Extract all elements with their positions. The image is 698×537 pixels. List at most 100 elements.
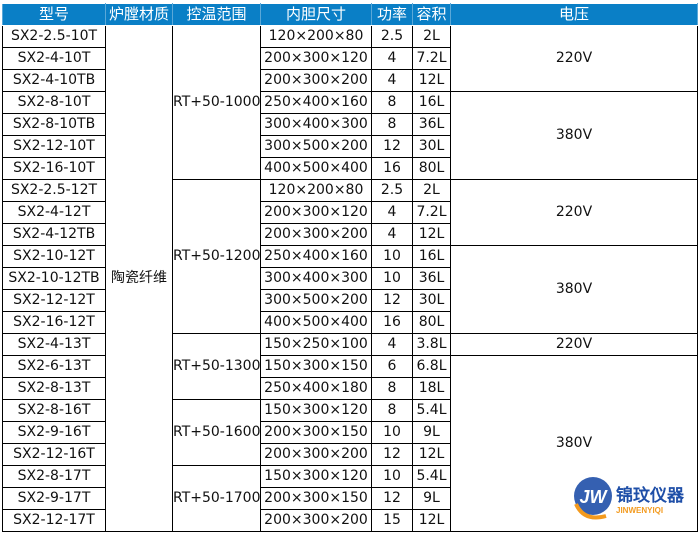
table-row: SX2-4-12T 200×300×120 4 7.2L (2, 201, 698, 224)
volume-cell: 7.2L (412, 47, 451, 70)
size-cell: 200×300×120 (260, 47, 372, 70)
power-cell: 12 (371, 443, 413, 466)
volume-cell: 12L (412, 509, 451, 532)
table-row: SX2-2.5-10T 陶瓷纤维 RT+50-1000 120×200×80 2.5 2L… (2, 25, 698, 532)
size-cell: 200×300×200 (260, 443, 372, 466)
table-row: SX2-8-13T 250×400×180 8 18L (2, 377, 698, 400)
power-cell: 8 (371, 113, 413, 136)
power-cell: 16 (371, 157, 413, 180)
size-cell: 300×500×200 (260, 135, 372, 158)
volume-cell: 36L (412, 267, 451, 290)
volume-cell: 2L (412, 25, 451, 48)
size-cell: 400×500×400 (260, 311, 372, 334)
volume-cell: 12L (412, 69, 451, 92)
voltage-cell: 380V (450, 91, 698, 180)
volume-cell: 6.8L (412, 355, 451, 378)
table-row: SX2-8-16T RT+50-1600 150×300×120 8 5.4L (2, 399, 698, 466)
model-cell: SX2-12-12T (2, 289, 106, 312)
size-cell: 400×500×400 (260, 157, 372, 180)
model-cell: SX2-12-17T (2, 509, 106, 532)
model-cell: SX2-12-10T (2, 135, 106, 158)
power-cell: 12 (371, 487, 413, 510)
table-row: SX2-12-16T 200×300×200 12 12L (2, 443, 698, 466)
column-header: 电压 (450, 3, 698, 26)
model-cell: SX2-10-12TB (2, 267, 106, 290)
power-cell: 10 (371, 465, 413, 488)
model-cell: SX2-8-16T (2, 399, 106, 422)
power-cell: 4 (371, 223, 413, 246)
model-cell: SX2-2.5-10T (2, 25, 106, 48)
svg-text:JW: JW (580, 487, 609, 507)
column-header: 控温范围 (172, 3, 261, 26)
power-cell: 12 (371, 289, 413, 312)
volume-cell: 5.4L (412, 399, 451, 422)
power-cell: 2.5 (371, 179, 413, 202)
volume-cell: 80L (412, 311, 451, 334)
model-cell: SX2-8-10T (2, 91, 106, 114)
voltage-cell: 380V (450, 245, 698, 334)
table-row: SX2-16-12T 400×500×400 16 80L (2, 311, 698, 334)
temp-range-cell: RT+50-1300 (172, 333, 261, 400)
volume-cell: 7.2L (412, 201, 451, 224)
size-cell: 150×250×100 (260, 333, 372, 356)
model-cell: SX2-8-10TB (2, 113, 106, 136)
table-row: SX2-8-17T RT+50-1700 150×300×120 10 5.4L (2, 465, 698, 532)
power-cell: 2.5 (371, 25, 413, 48)
svg-text:锦玟仪器: 锦玟仪器 (616, 485, 685, 506)
volume-cell: 3.8L (412, 333, 451, 356)
size-cell: 120×200×80 (260, 179, 372, 202)
volume-cell: 36L (412, 113, 451, 136)
material-cell: 陶瓷纤维 (105, 25, 173, 532)
volume-cell: 18L (412, 377, 451, 400)
size-cell: 120×200×80 (260, 25, 372, 48)
model-cell: SX2-10-12T (2, 245, 106, 268)
model-cell: SX2-9-16T (2, 421, 106, 444)
column-header: 型号 (2, 3, 106, 26)
power-cell: 4 (371, 69, 413, 92)
column-header: 内胆尺寸 (260, 3, 372, 26)
temp-range-cell: RT+50-1200 (172, 179, 261, 334)
volume-cell: 80L (412, 157, 451, 180)
size-cell: 200×300×150 (260, 421, 372, 444)
brand-watermark-logo: JW 锦玟仪器 JINWENYIQI (574, 477, 685, 520)
volume-cell: 16L (412, 245, 451, 268)
table-row: SX2-10-12TB 300×400×300 10 36L (2, 267, 698, 290)
table-row: SX2-4-13T RT+50-1300 150×250×100 4 3.8L 220V (2, 333, 698, 400)
size-cell: 200×300×200 (260, 509, 372, 532)
size-cell: 200×300×200 (260, 69, 372, 92)
table-row: SX2-2.5-12T RT+50-1200 120×200×80 2.5 2L 220V (2, 179, 698, 334)
volume-cell: 12L (412, 443, 451, 466)
spec-table: 型号 炉膛材质 控温范围 内胆尺寸 功率 容积 电压 SX2-2.5-10T 陶瓷纤维 RT+5… (2, 3, 698, 532)
model-cell: SX2-2.5-12T (2, 179, 106, 202)
model-cell: SX2-4-12T (2, 201, 106, 224)
header-row: 型号 炉膛材质 控温范围 内胆尺寸 功率 容积 电压 (2, 3, 698, 26)
model-cell: SX2-6-13T (2, 355, 106, 378)
size-cell: 150×300×150 (260, 355, 372, 378)
power-cell: 6 (371, 355, 413, 378)
table-row: SX2-12-12T 300×500×200 12 30L (2, 289, 698, 312)
power-cell: 16 (371, 311, 413, 334)
power-cell: 4 (371, 333, 413, 356)
model-cell: SX2-4-10TB (2, 69, 106, 92)
model-cell: SX2-8-17T (2, 465, 106, 488)
voltage-cell: 220V (450, 25, 698, 92)
power-cell: 10 (371, 267, 413, 290)
model-cell: SX2-9-17T (2, 487, 106, 510)
size-cell: 200×300×150 (260, 487, 372, 510)
temp-range-cell: RT+50-1000 (172, 25, 261, 180)
model-cell: SX2-4-10T (2, 47, 106, 70)
power-cell: 10 (371, 421, 413, 444)
power-cell: 8 (371, 91, 413, 114)
size-cell: 250×400×160 (260, 245, 372, 268)
size-cell: 150×300×120 (260, 465, 372, 488)
volume-cell: 16L (412, 91, 451, 114)
power-cell: 4 (371, 201, 413, 224)
volume-cell: 9L (412, 487, 451, 510)
voltage-cell: 220V (450, 179, 698, 246)
power-cell: 12 (371, 135, 413, 158)
table-row: SX2-12-17T 200×300×200 15 12L (2, 509, 698, 532)
size-cell: 200×300×120 (260, 201, 372, 224)
power-cell: 8 (371, 399, 413, 422)
model-cell: SX2-12-16T (2, 443, 106, 466)
volume-cell: 5.4L (412, 465, 451, 488)
